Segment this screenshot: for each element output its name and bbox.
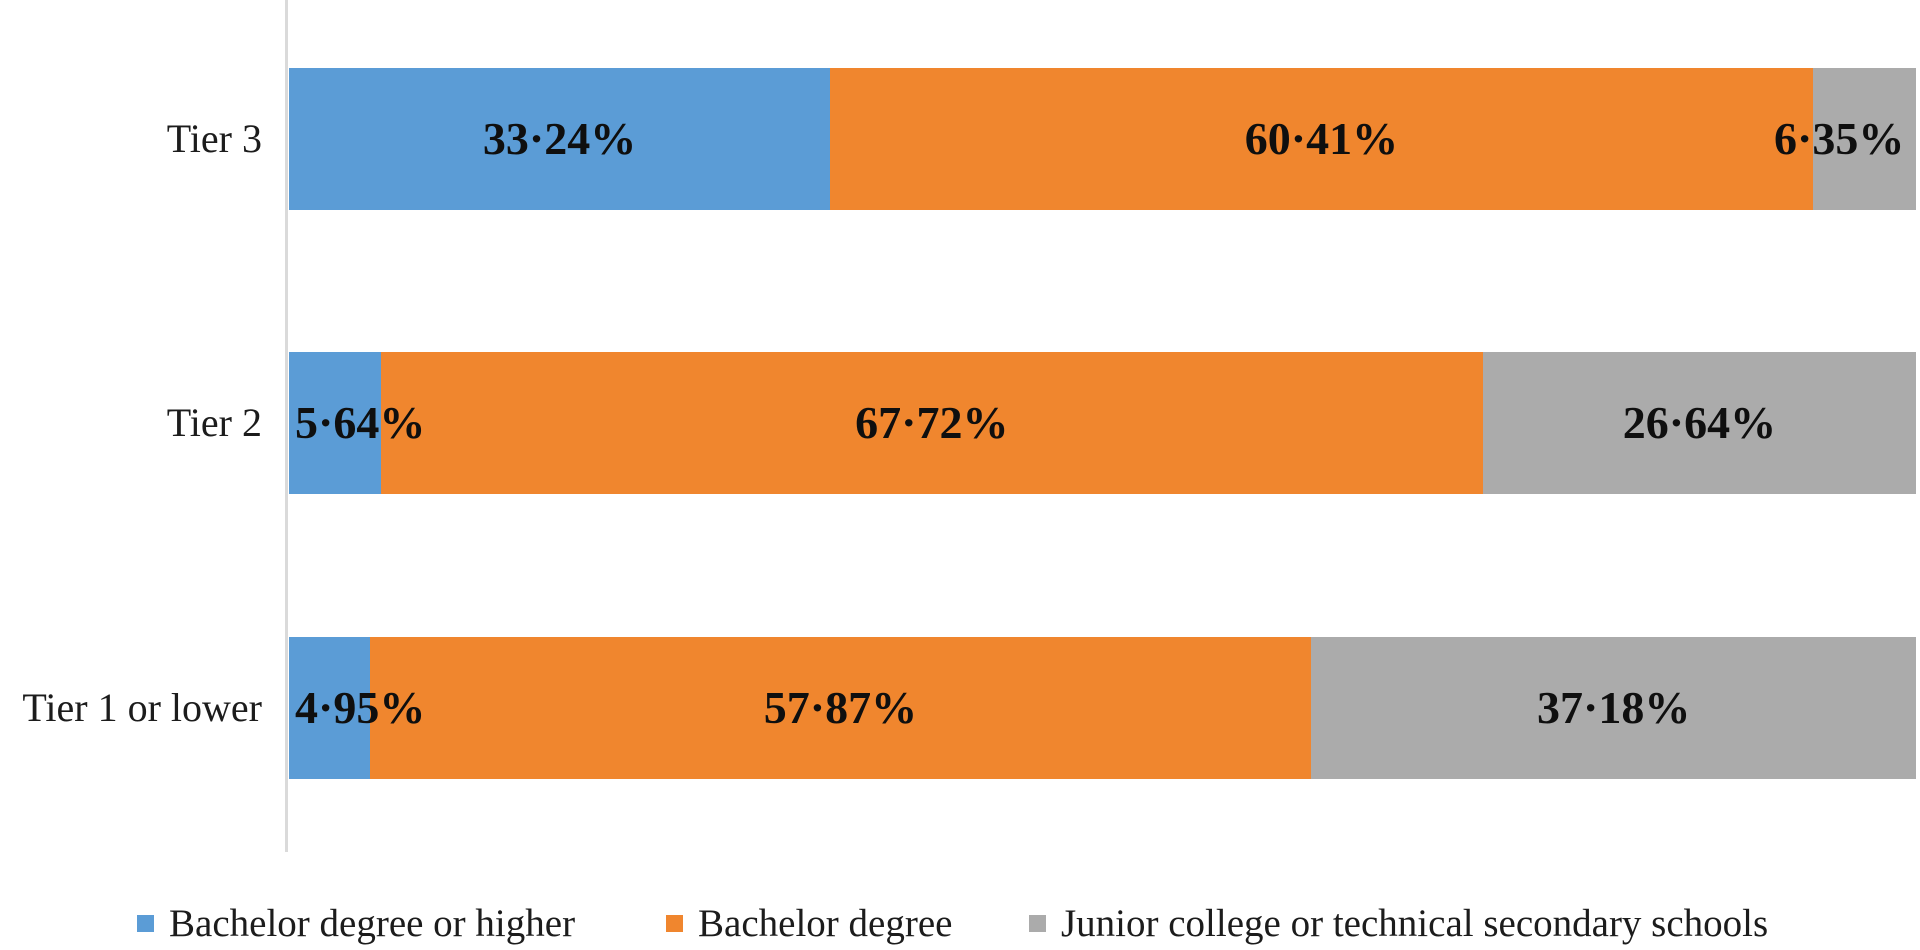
legend-label: Bachelor degree or higher — [169, 901, 576, 945]
legend-label: Junior college or technical secondary sc… — [1061, 901, 1769, 945]
bar-row: 5·64% 67·72% 26·64% — [289, 352, 1916, 494]
legend-swatch — [1029, 914, 1046, 932]
legend-item: Bachelor degree or higher — [137, 896, 575, 950]
data-label: 6·35% — [1774, 113, 1905, 164]
bar-segment — [369, 637, 1312, 779]
bar-segment — [289, 352, 381, 494]
bar-segment — [380, 352, 1483, 494]
legend-item: Junior college or technical secondary sc… — [1029, 896, 1768, 950]
y-axis-line — [285, 0, 288, 852]
legend-item: Bachelor degree — [666, 896, 952, 950]
bar-segment — [289, 68, 830, 210]
data-label: 67·72% — [855, 397, 1009, 448]
category-label: Tier 3 — [166, 116, 262, 161]
legend-label: Bachelor degree — [698, 901, 953, 945]
legend-swatch — [666, 914, 683, 932]
bar-segment — [1311, 637, 1916, 779]
bar-segment — [829, 68, 1813, 210]
category-label: Tier 2 — [166, 400, 262, 445]
data-label: 5·64% — [295, 397, 426, 448]
bar-segment — [1812, 68, 1916, 210]
data-label: 37·18% — [1537, 682, 1691, 733]
data-label: 4·95% — [295, 682, 426, 733]
bar-segment — [1482, 352, 1916, 494]
legend: Bachelor degree or higher Bachelor degree… — [0, 896, 1920, 950]
data-label: 57·87% — [763, 682, 918, 733]
bar-row: 33·24% 60·41% 6·35% — [289, 68, 1916, 210]
data-label: 60·41% — [1244, 113, 1399, 164]
bar-row: 4·95% 57·87% 37·18% — [289, 637, 1916, 779]
data-label: 26·64% — [1622, 397, 1777, 448]
category-label: Tier 1 or lower — [22, 685, 262, 730]
data-label: 33·24% — [482, 113, 637, 164]
legend-swatch — [137, 914, 154, 932]
bar-segment — [289, 637, 370, 779]
